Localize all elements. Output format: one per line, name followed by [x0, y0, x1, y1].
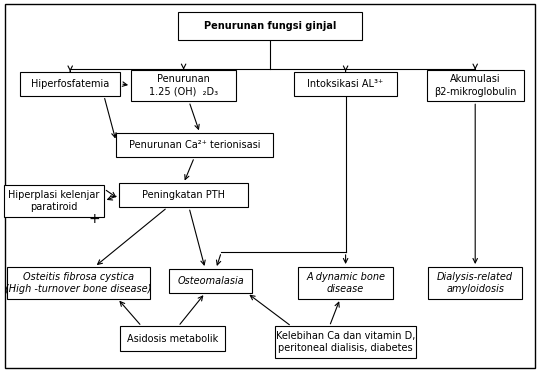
Text: Hiperfosfatemia: Hiperfosfatemia: [31, 79, 109, 89]
Text: Osteitis fibrosa cystica
(High -turnover bone disease): Osteitis fibrosa cystica (High -turnover…: [5, 272, 152, 294]
FancyBboxPatch shape: [178, 12, 362, 40]
FancyBboxPatch shape: [4, 185, 104, 217]
FancyBboxPatch shape: [299, 267, 393, 298]
Text: Penurunan
1.25 (OH)  ₂D₃: Penurunan 1.25 (OH) ₂D₃: [149, 74, 218, 97]
FancyBboxPatch shape: [168, 269, 253, 293]
Text: Penurunan Ca²⁺ terionisasi: Penurunan Ca²⁺ terionisasi: [129, 140, 260, 150]
FancyBboxPatch shape: [275, 327, 416, 358]
Text: Peningkatan PTH: Peningkatan PTH: [142, 190, 225, 200]
Text: +: +: [89, 212, 100, 225]
Text: Dialysis-related
amyloidosis: Dialysis-related amyloidosis: [437, 272, 513, 294]
Text: Akumulasi
β2-mikroglobulin: Akumulasi β2-mikroglobulin: [434, 74, 516, 97]
FancyBboxPatch shape: [116, 133, 273, 157]
FancyBboxPatch shape: [427, 70, 524, 101]
Text: Penurunan fungsi ginjal: Penurunan fungsi ginjal: [204, 21, 336, 31]
FancyBboxPatch shape: [6, 267, 150, 298]
FancyBboxPatch shape: [294, 71, 397, 96]
Text: Intoksikasi AL³⁺: Intoksikasi AL³⁺: [307, 79, 384, 89]
Text: Asidosis metabolik: Asidosis metabolik: [127, 334, 218, 343]
FancyBboxPatch shape: [120, 327, 226, 350]
FancyBboxPatch shape: [119, 183, 248, 207]
Text: Osteomalasia: Osteomalasia: [177, 276, 244, 286]
Text: Kelebihan Ca dan vitamin D,
peritoneal dialisis, diabetes: Kelebihan Ca dan vitamin D, peritoneal d…: [276, 331, 415, 353]
Text: Hiperplasi kelenjar
paratiroid: Hiperplasi kelenjar paratiroid: [8, 190, 100, 212]
FancyBboxPatch shape: [428, 267, 523, 298]
Text: A dynamic bone
disease: A dynamic bone disease: [306, 272, 385, 294]
FancyBboxPatch shape: [21, 71, 120, 96]
FancyBboxPatch shape: [131, 70, 237, 101]
